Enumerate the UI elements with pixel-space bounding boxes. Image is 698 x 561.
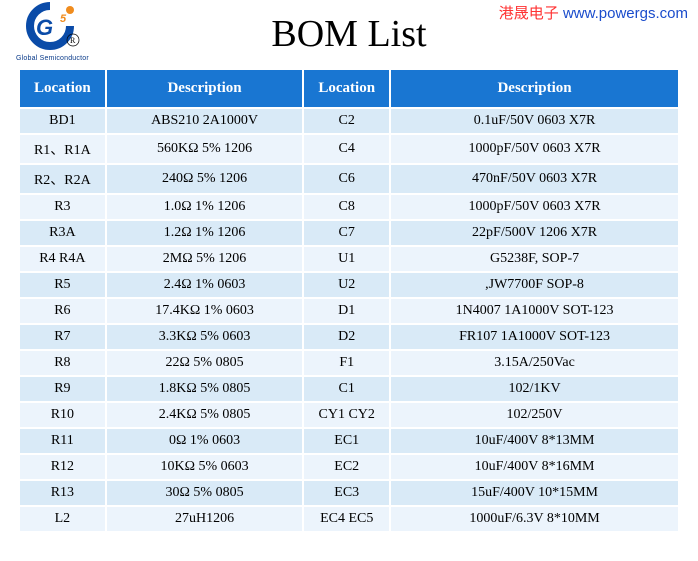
table-row: R91.8KΩ 5% 0805C1102/1KV [20,377,678,401]
cell-description: 2MΩ 5% 1206 [107,247,303,271]
col-header-location-2: Location [304,70,389,107]
cell-location: C7 [304,221,389,245]
cell-location: R10 [20,403,105,427]
table-row: R102.4KΩ 5% 0805CY1 CY2102/250V [20,403,678,427]
table-row: R4 R4A2MΩ 5% 1206U1G5238F, SOP-7 [20,247,678,271]
cell-location: C8 [304,195,389,219]
cell-description: 1N4007 1A1000V SOT-123 [391,299,678,323]
cell-description: 22Ω 5% 0805 [107,351,303,375]
cell-location: C2 [304,109,389,133]
table-header-row: Location Description Location Descriptio… [20,70,678,107]
table-row: R822Ω 5% 0805F13.15A/250Vac [20,351,678,375]
cell-location: L2 [20,507,105,531]
cell-description: 1.2Ω 1% 1206 [107,221,303,245]
cell-description: 102/1KV [391,377,678,401]
gs-logo-icon: G 5 R [16,2,84,50]
cell-description: 22pF/500V 1206 X7R [391,221,678,245]
cell-location: BD1 [20,109,105,133]
col-header-description-2: Description [391,70,678,107]
table-row: R1、R1A560KΩ 5% 1206C41000pF/50V 0603 X7R [20,135,678,163]
cell-description: 0.1uF/50V 0603 X7R [391,109,678,133]
cell-description: 560KΩ 5% 1206 [107,135,303,163]
col-header-location-1: Location [20,70,105,107]
table-row: R73.3KΩ 5% 0603D2FR107 1A1000V SOT-123 [20,325,678,349]
cell-description: 1.0Ω 1% 1206 [107,195,303,219]
cell-location: R3 [20,195,105,219]
watermark-url: www.powergs.com [563,5,688,22]
table-row: BD1ABS210 2A1000VC20.1uF/50V 0603 X7R [20,109,678,133]
cell-description: 3.3KΩ 5% 0603 [107,325,303,349]
cell-description: 30Ω 5% 0805 [107,481,303,505]
table-row: R31.0Ω 1% 1206C81000pF/50V 0603 X7R [20,195,678,219]
watermark-cn: 港晟电子 [499,5,559,22]
cell-location: R9 [20,377,105,401]
table-row: R3A1.2Ω 1% 1206C722pF/500V 1206 X7R [20,221,678,245]
cell-description: ABS210 2A1000V [107,109,303,133]
table-row: R617.4KΩ 1% 0603D11N4007 1A1000V SOT-123 [20,299,678,323]
cell-description: 1000pF/50V 0603 X7R [391,195,678,219]
svg-text:G: G [36,15,53,40]
cell-description: 1000pF/50V 0603 X7R [391,135,678,163]
page-title: BOM List [271,12,426,56]
table-body: BD1ABS210 2A1000VC20.1uF/50V 0603 X7RR1、… [20,109,678,531]
cell-location: U1 [304,247,389,271]
cell-location: R2、R2A [20,165,105,193]
cell-location: C1 [304,377,389,401]
cell-location: C6 [304,165,389,193]
table-row: R1210KΩ 5% 0603EC210uF/400V 8*16MM [20,455,678,479]
cell-location: EC3 [304,481,389,505]
bom-table: Location Description Location Descriptio… [18,68,680,533]
table-row: L227uH1206EC4 EC51000uF/6.3V 8*10MM [20,507,678,531]
cell-description: 2.4Ω 1% 0603 [107,273,303,297]
cell-location: R5 [20,273,105,297]
cell-location: R3A [20,221,105,245]
cell-location: U2 [304,273,389,297]
cell-description: 2.4KΩ 5% 0805 [107,403,303,427]
watermark: 港晟电子 www.powergs.com [499,2,688,23]
cell-location: R12 [20,455,105,479]
cell-description: 1.8KΩ 5% 0805 [107,377,303,401]
logo-text: Global Semiconductor [16,55,96,62]
cell-location: EC2 [304,455,389,479]
cell-location: R8 [20,351,105,375]
logo: G 5 R Global Semiconductor [16,2,96,64]
cell-location: EC1 [304,429,389,453]
cell-location: R7 [20,325,105,349]
table-row: R110Ω 1% 0603EC110uF/400V 8*13MM [20,429,678,453]
cell-description: 27uH1206 [107,507,303,531]
cell-description: 10uF/400V 8*13MM [391,429,678,453]
cell-description: 1000uF/6.3V 8*10MM [391,507,678,531]
cell-description: 3.15A/250Vac [391,351,678,375]
cell-location: C4 [304,135,389,163]
cell-location: CY1 CY2 [304,403,389,427]
cell-description: 102/250V [391,403,678,427]
cell-description: 240Ω 5% 1206 [107,165,303,193]
cell-description: 17.4KΩ 1% 0603 [107,299,303,323]
table-row: R52.4Ω 1% 0603U2,JW7700F SOP-8 [20,273,678,297]
svg-text:R: R [70,36,76,45]
svg-text:5: 5 [60,13,67,25]
cell-location: D1 [304,299,389,323]
cell-description: FR107 1A1000V SOT-123 [391,325,678,349]
cell-location: R4 R4A [20,247,105,271]
table-row: R1330Ω 5% 0805EC315uF/400V 10*15MM [20,481,678,505]
table-row: R2、R2A240Ω 5% 1206C6470nF/50V 0603 X7R [20,165,678,193]
cell-description: 470nF/50V 0603 X7R [391,165,678,193]
col-header-description-1: Description [107,70,303,107]
cell-location: R6 [20,299,105,323]
cell-description: 15uF/400V 10*15MM [391,481,678,505]
cell-location: F1 [304,351,389,375]
cell-description: ,JW7700F SOP-8 [391,273,678,297]
cell-location: R11 [20,429,105,453]
cell-description: 0Ω 1% 0603 [107,429,303,453]
cell-description: G5238F, SOP-7 [391,247,678,271]
cell-description: 10uF/400V 8*16MM [391,455,678,479]
cell-location: EC4 EC5 [304,507,389,531]
cell-location: R1、R1A [20,135,105,163]
header: G 5 R Global Semiconductor BOM List 港晟电子… [0,0,698,68]
cell-location: R13 [20,481,105,505]
cell-location: D2 [304,325,389,349]
cell-description: 10KΩ 5% 0603 [107,455,303,479]
